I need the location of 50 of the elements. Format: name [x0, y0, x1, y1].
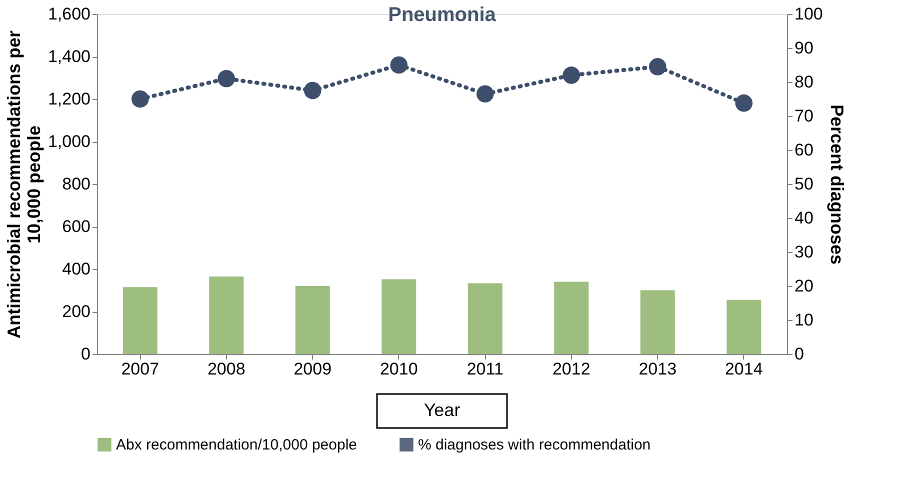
point [735, 94, 753, 112]
x-tick-label: 2007 [121, 360, 160, 378]
x-axis-title: Year [424, 400, 460, 420]
y2-tick-label: 60 [794, 140, 814, 160]
point [562, 66, 580, 84]
y2-tick-label: 0 [794, 344, 804, 364]
y2-tick-label: 70 [794, 106, 814, 126]
y2-tick-label: 30 [794, 242, 814, 262]
point [648, 58, 666, 76]
y2-tick-label: 90 [794, 38, 814, 58]
legend-label: % diagnoses with recommendation [418, 436, 651, 454]
y2-tick-label: 20 [794, 276, 814, 296]
x-tick-label: 2008 [207, 360, 246, 378]
bar [726, 300, 762, 354]
y2-tick-label: 10 [794, 310, 814, 330]
bar [554, 282, 589, 354]
bar [382, 279, 416, 354]
legend-label: Abx recommendation/10,000 people [116, 436, 357, 454]
x-tick-label: 2009 [294, 360, 332, 378]
chart-title: Pneumonia [388, 4, 497, 26]
y-tick-label: 1,000 [48, 132, 90, 151]
bar [640, 290, 675, 354]
y-tick-label: 1,600 [48, 4, 90, 24]
x-tick-label: 2013 [638, 360, 677, 378]
point [304, 82, 322, 100]
x-tick-label: 2012 [552, 360, 590, 378]
bar [122, 287, 158, 354]
y-axis-title: Antimicrobial recommendations per 10,000 people [4, 30, 44, 339]
x-tick-label: 2011 [466, 360, 504, 378]
y2-axis-title: Percent diagnoses [826, 104, 847, 265]
y-tick-label: 1,200 [48, 90, 90, 108]
y-tick-label: 800 [62, 174, 90, 194]
y2-tick-label: 100 [794, 4, 823, 24]
y-tick-label: 200 [62, 302, 90, 321]
x-tick-label: 2010 [380, 360, 418, 378]
bar [295, 286, 330, 354]
y-tick-label: 400 [62, 260, 90, 278]
point [390, 56, 408, 74]
y2-tick-label: 50 [794, 174, 814, 194]
y2-tick-label: 40 [794, 208, 814, 228]
y-tick-label: 600 [62, 217, 90, 236]
point [131, 90, 149, 108]
bar [468, 283, 502, 354]
point [476, 85, 494, 103]
y-tick-label: 0 [81, 344, 90, 364]
point [218, 70, 236, 88]
y2-tick-label: 80 [794, 72, 814, 92]
x-tick-label: 2014 [724, 360, 763, 378]
y-tick-label: 1,400 [48, 47, 90, 66]
bar [209, 276, 244, 354]
